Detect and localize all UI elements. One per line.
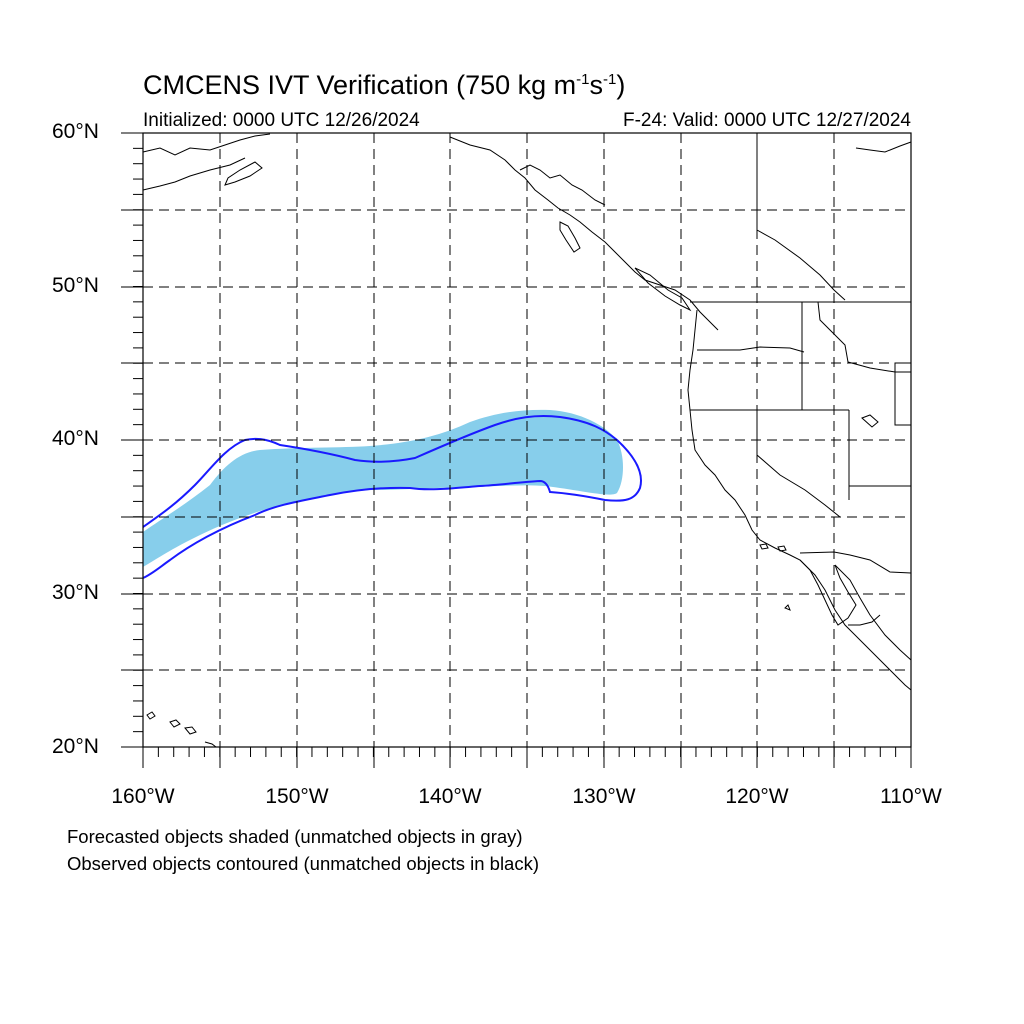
lat-lon-grid (143, 133, 911, 747)
lon-label-130w: 130°W (572, 785, 636, 808)
valid-time: F-24: Valid: 0000 UTC 12/27/2024 (623, 110, 911, 131)
lon-label-120w: 120°W (725, 785, 789, 808)
lon-label-160w: 160°W (111, 785, 175, 808)
lon-label-140w: 140°W (418, 785, 482, 808)
coastline (142, 133, 912, 748)
lat-label-20n: 20°N (52, 735, 99, 758)
lat-label-50n: 50°N (52, 274, 99, 297)
lon-label-110w: 110°W (880, 785, 942, 808)
lon-label-150w: 150°W (265, 785, 329, 808)
map-title: CMCENS IVT Verification (750 kg m-1s-1) (143, 70, 626, 100)
political-boundaries (690, 133, 912, 574)
observed-ivt-contour (142, 414, 642, 579)
lat-label-40n: 40°N (52, 427, 99, 450)
forecast-legend-note: Forecasted objects shaded (unmatched obj… (67, 826, 523, 847)
observed-legend-note: Observed objects contoured (unmatched ob… (67, 853, 540, 874)
lat-label-30n: 30°N (52, 581, 99, 604)
minor-ticks (133, 132, 912, 757)
lat-label-60n: 60°N (52, 120, 99, 143)
initialized-time: Initialized: 0000 UTC 12/26/2024 (143, 110, 420, 131)
